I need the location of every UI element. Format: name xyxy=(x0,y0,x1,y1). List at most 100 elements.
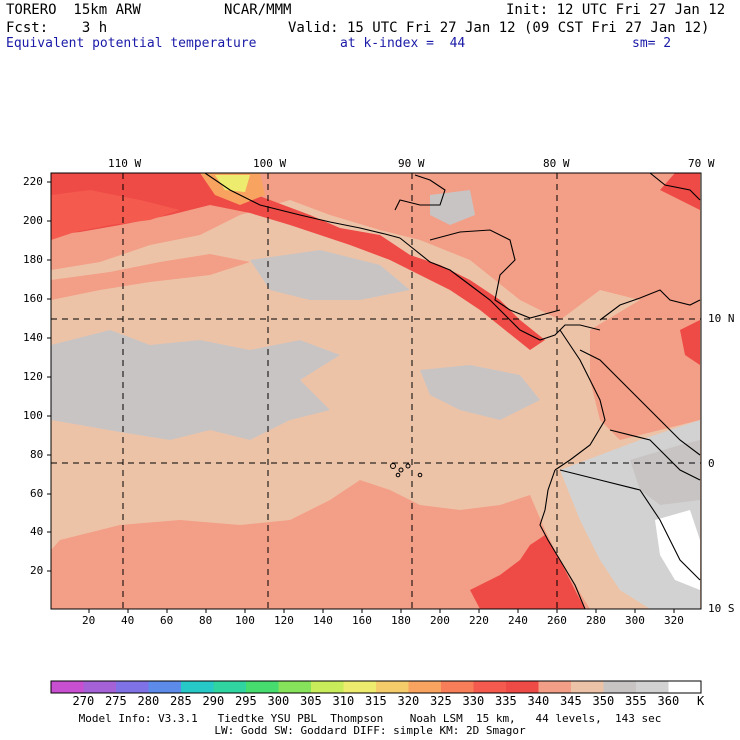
center-label: NCAR/MMM xyxy=(224,2,292,18)
y-tick: 80 xyxy=(30,448,44,461)
colorbar-level-label: 355 xyxy=(625,694,647,708)
x-tick: 60 xyxy=(160,614,174,627)
colorbar-swatch xyxy=(506,681,539,693)
x-tick: 80 xyxy=(199,614,213,627)
x-tick: 220 xyxy=(469,614,489,627)
colorbar-swatch xyxy=(408,681,442,693)
coast-nw-corner xyxy=(649,173,701,201)
field-salmon-east xyxy=(590,280,700,440)
colorbar-level-label: 360 xyxy=(657,694,680,708)
colorbar-level-label: 305 xyxy=(300,694,322,708)
border-colombia-east xyxy=(609,429,701,481)
colorbar-swatch xyxy=(538,681,572,693)
x-tick: 280 xyxy=(586,614,606,627)
field-salmon-south xyxy=(51,480,590,609)
axis-ticks xyxy=(47,181,675,613)
x-tick: 120 xyxy=(274,614,294,627)
colorbar-swatch xyxy=(343,681,377,693)
lon-label-70w: 70 W xyxy=(688,157,715,170)
colorbar-level-label: 330 xyxy=(462,694,485,708)
x-tick: 260 xyxy=(547,614,567,627)
y-tick: 140 xyxy=(23,331,43,344)
lon-label-100w: 100 W xyxy=(253,157,287,170)
x-tick: 240 xyxy=(508,614,528,627)
y-tick: 160 xyxy=(23,292,43,305)
colorbar-level-label: 335 xyxy=(495,694,517,708)
lat-label-10s: 10 S xyxy=(708,602,735,615)
colorbar-level-label: 300 xyxy=(267,694,290,708)
colorbar-level-label: 345 xyxy=(560,694,582,708)
colorbar-swatch xyxy=(311,681,344,693)
colorbar-swatch xyxy=(668,681,702,693)
field-grey-gulf xyxy=(430,190,475,225)
field-red-peru xyxy=(470,535,585,609)
colorbar-swatch xyxy=(51,681,84,693)
coast-caribbean xyxy=(429,229,561,319)
colorbar-level-label: 340 xyxy=(527,694,550,708)
colorbar-swatch xyxy=(278,681,312,693)
colorbar-swatch xyxy=(603,681,637,693)
colorbar-swatch xyxy=(181,681,214,693)
model-title: TORERO 15km ARW xyxy=(6,2,141,18)
field-grey-ocean-east xyxy=(420,365,540,420)
colorbar-swatch xyxy=(636,681,669,693)
init-time: Init: 12 UTC Fri 27 Jan 12 xyxy=(506,2,726,18)
forecast-hour: Fcst: 3 h xyxy=(6,20,108,36)
colorbar-swatch xyxy=(213,681,247,693)
physics-info: LW: Godd SW: Goddard DIFF: simple KM: 2D… xyxy=(214,724,526,737)
colorbar-level-label: 295 xyxy=(235,694,257,708)
field-red-andes xyxy=(660,173,700,210)
field-salmon-north xyxy=(51,173,700,320)
lat-label-0: 0 xyxy=(708,457,715,470)
colorbar-unit: K xyxy=(697,694,705,708)
colorbar-level-label: 280 xyxy=(137,694,160,708)
field-name: Equivalent potential temperature xyxy=(6,36,257,51)
x-tick: 100 xyxy=(235,614,255,627)
x-tick: 20 xyxy=(82,614,96,627)
map-frame xyxy=(50,172,702,610)
valid-time: Valid: 15 UTC Fri 27 Jan 12 (09 CST Fri … xyxy=(288,20,710,36)
field-red-mexico-coast xyxy=(51,173,545,350)
colorbar-swatch xyxy=(246,681,279,693)
x-tick: 200 xyxy=(430,614,450,627)
lon-label-80w: 80 W xyxy=(543,157,570,170)
colorbar-level-label: 290 xyxy=(202,694,225,708)
coast-venezuela xyxy=(599,289,701,321)
y-tick: 40 xyxy=(30,525,44,538)
y-tick: 60 xyxy=(30,487,44,500)
y-tick: 220 xyxy=(23,175,43,188)
smoothing-label: sm= 2 xyxy=(632,36,672,51)
field-grey-ocean-mid xyxy=(250,250,410,300)
colorbar-frame xyxy=(50,680,702,694)
colorbar xyxy=(50,680,702,694)
field-salmon-band xyxy=(51,254,250,300)
x-tick: 140 xyxy=(313,614,333,627)
field-grey-brazil xyxy=(630,440,700,505)
colorbar-level-label: 320 xyxy=(397,694,420,708)
coast-ecuador-peru xyxy=(539,469,586,609)
y-tick: 20 xyxy=(30,564,44,577)
colorbar-swatch xyxy=(441,681,474,693)
colorbar-level-label: 275 xyxy=(105,694,127,708)
colorbar-level-label: 310 xyxy=(332,694,355,708)
colorbar-swatch xyxy=(376,681,409,693)
colorbar-level-label: 325 xyxy=(430,694,452,708)
colorbar-swatch xyxy=(116,681,149,693)
y-tick: 180 xyxy=(23,253,43,266)
coast-central-america xyxy=(399,237,601,341)
graticule xyxy=(51,173,701,609)
field-white-amazon xyxy=(655,510,700,590)
border-peru-brazil xyxy=(559,469,701,581)
colorbar-swatch xyxy=(83,681,117,693)
y-tick: 120 xyxy=(23,370,43,383)
field-red-nw xyxy=(51,190,180,240)
field-red-colombia xyxy=(680,320,700,365)
x-tick: 40 xyxy=(121,614,135,627)
x-tick: 160 xyxy=(352,614,372,627)
coast-mexico xyxy=(204,173,401,239)
field-grey-ocean-west xyxy=(51,330,340,440)
coastlines xyxy=(204,173,701,609)
coast-yucatan xyxy=(394,174,446,211)
x-tick: 320 xyxy=(664,614,684,627)
